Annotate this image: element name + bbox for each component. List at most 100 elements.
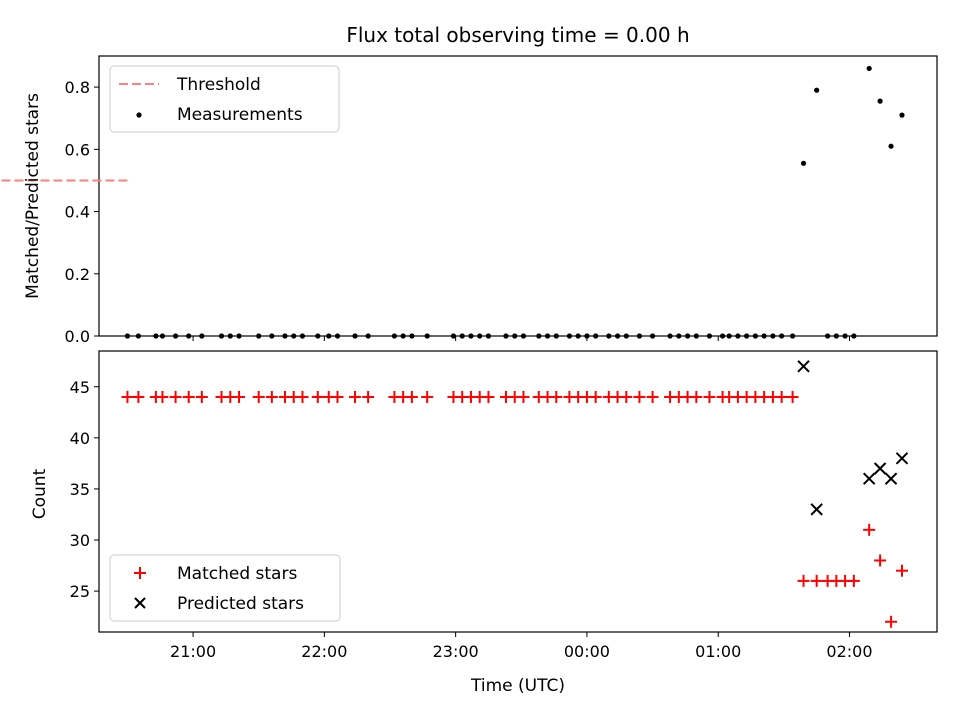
measurement-point-30 [512,333,518,339]
matched-point-6 [195,390,208,403]
matched-point-64 [863,523,876,536]
measurement-point-8 [227,333,233,339]
top-y-tick-label-1: 0.2 [65,265,90,284]
matched-point-63 [847,574,860,587]
x-axis-label: Time (UTC) [470,676,565,696]
measurement-point-39 [606,333,612,339]
measurement-point-14 [299,333,306,339]
measurement-point-22 [409,333,415,339]
measurement-point-28 [485,333,492,339]
measurement-point-64 [866,65,872,72]
measurement-point-24 [450,333,457,339]
matched-point-41 [620,390,633,403]
measurement-point-6 [199,333,205,339]
predicted-legend-label: Predicted stars [177,594,304,614]
measurement-point-42 [636,333,643,339]
x-tick-label-1: 22:00 [301,642,347,661]
x-tick-label-4: 01:00 [695,642,741,661]
measurement-point-63 [814,87,820,93]
matched-point-59 [810,574,823,587]
bottom-y-tick-label-2: 35 [70,480,90,499]
matched-point-9 [233,390,246,403]
measurement-point-1 [135,333,141,339]
measurement-point-50 [726,333,732,339]
measurement-point-29 [503,333,509,339]
top-legend: Threshold Measurements [109,65,340,133]
measurement-point-7 [218,333,225,339]
top-legend-box [109,65,340,133]
measurement-point-10 [256,333,262,339]
x-tick-label-2: 23:00 [433,642,479,661]
top-panel: 0.00.20.40.60.8 Matched/Predicted stars … [0,55,938,346]
measurement-point-26 [468,333,474,339]
matched-point-58 [797,574,810,587]
matched-point-43 [646,390,659,403]
top-y-tick-label-4: 0.8 [65,78,90,97]
measurement-point-27 [477,333,483,339]
measurement-point-18 [352,333,358,339]
measurement-points [124,65,905,339]
predicted-point-3 [873,462,887,475]
measurement-point-47 [693,333,699,339]
matched-point-1 [132,390,145,403]
measurement-point-35 [566,333,573,339]
predicted-point-5 [895,452,909,465]
measurement-point-13 [291,333,297,339]
measurement-point-19 [365,333,371,339]
measurement-point-31 [520,333,527,339]
chart-title: Flux total observing time = 0.00 h [346,23,689,47]
matched-point-67 [895,564,908,577]
matched-point-47 [690,390,703,403]
matched-point-14 [296,390,309,403]
bottom-y-tick-label-0: 25 [70,582,90,601]
matched-point-11 [265,390,278,403]
measurement-point-57 [789,333,796,339]
bottom-panel: 25 30 35 40 45 21:00 22:00 23:00 00:00 01:00 02:0… [30,350,938,696]
measurement-point-59 [833,333,839,339]
bottom-legend: Matched stars Predicted stars [109,554,341,622]
measurement-point-62 [800,160,807,166]
bottom-legend-box [109,554,341,622]
measurement-point-36 [575,333,581,339]
measurement-point-9 [236,333,242,339]
measurement-point-53 [752,333,758,339]
top-y-axis-label: Matched/Predicted stars [23,93,43,299]
matched-point-0 [121,390,134,403]
measurement-point-3 [159,333,166,339]
matched-point-23 [421,390,434,403]
measurement-point-40 [614,333,621,339]
measurement-point-11 [269,333,275,339]
measurement-point-21 [400,333,406,339]
measurement-point-54 [761,333,767,339]
matched-point-10 [252,390,265,403]
matched-point-57 [786,390,799,403]
measurement-point-37 [584,333,590,339]
matched-point-4 [169,390,182,403]
predicted-legend-swatch [134,597,146,609]
measurement-point-45 [676,333,682,339]
measurement-point-44 [667,333,673,339]
matched-point-31 [517,390,530,403]
x-tick-label-3: 00:00 [564,642,610,661]
measurement-point-15 [315,333,321,339]
predicted-point-0 [797,360,810,373]
matched-point-65 [874,554,887,567]
measurement-point-0 [124,333,131,339]
matched-point-15 [311,390,324,403]
bottom-y-tick-label-3: 40 [70,429,90,448]
bottom-y-tick-label-1: 30 [70,531,90,550]
measurement-point-38 [593,333,599,339]
top-axes-frame [98,55,938,337]
predicted-point-2 [862,472,876,485]
count-points [121,360,909,628]
matched-point-22 [405,390,418,403]
measurement-point-2 [153,333,159,339]
matched-point-66 [885,615,898,628]
matched-point-18 [348,390,361,403]
threshold-legend-label: Threshold [176,75,261,95]
measurement-point-17 [334,333,341,339]
measurement-point-23 [424,333,430,339]
matched-point-48 [703,390,716,403]
measurement-point-60 [842,333,848,339]
top-y-tick-label-2: 0.4 [65,203,90,222]
